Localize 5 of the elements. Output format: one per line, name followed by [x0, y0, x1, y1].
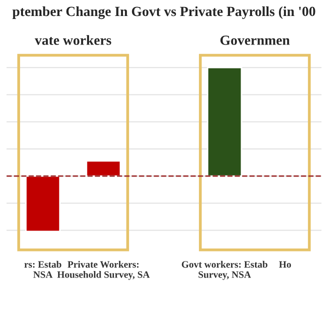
text: vate workers	[34, 35, 112, 45]
x-tick-label: Ho	[279, 261, 291, 268]
chart-title: ptember Change In Govt vs Private Payrolls (in '00	[12, 6, 316, 20]
x-tick-label: Govt workers: Estab Survey, NSA	[182, 260, 268, 280]
text: Governmen	[220, 36, 290, 45]
